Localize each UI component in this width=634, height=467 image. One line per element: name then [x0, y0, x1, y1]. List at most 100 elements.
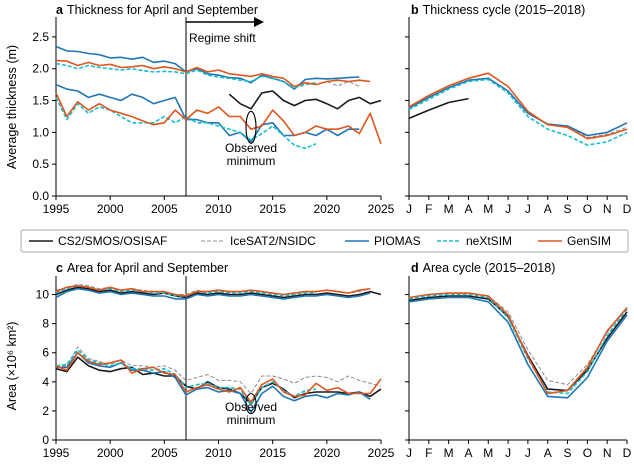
panel-d-series-piomas: [408, 296, 628, 399]
panel-b-series-cs2: [408, 97, 469, 120]
panel-c-series-icesat-september: [55, 346, 382, 394]
panel-d-month-label: A: [464, 446, 472, 460]
panel-c-xtick-label: 1995: [43, 446, 70, 460]
panel-a-series-gensim-september: [55, 92, 382, 145]
panel-a-xtick-label: 1995: [43, 202, 70, 216]
panel-b-month-label: S: [564, 202, 572, 216]
panel-a-xtick-label: 2025: [368, 202, 395, 216]
legend-label-cs2: CS2/SMOS/OSISAF: [58, 234, 167, 248]
panel-a-ylabel: Average thickness (m): [5, 45, 19, 169]
panel-c-ytick-label: 8: [42, 317, 49, 331]
panel-c-xtick-label: 2015: [259, 446, 286, 460]
panel-a-series-cs2-april: [228, 90, 382, 110]
panel-b-month-label: J: [505, 202, 511, 216]
panel-b-month-label: J: [525, 202, 531, 216]
panel-d-title: d Area cycle (2015–2018): [411, 261, 555, 275]
panel-a-ytick-label: 2.5: [32, 30, 49, 44]
panel-d-series-gensim: [408, 292, 628, 395]
panel-c-observed-label-line1: Observed: [225, 400, 277, 414]
panel-c-series-piomas-september: [56, 351, 371, 414]
panel-b-month-label: O: [583, 202, 592, 216]
panel-a-observed-minimum-ellipse: [245, 110, 257, 144]
regime-shift-arrow-head: [254, 17, 264, 27]
panel-a-ytick-label: 0.5: [32, 157, 49, 171]
panel-d-month-label: D: [623, 446, 632, 460]
legend: CS2/SMOS/OSISAF IceSAT2/NSIDC PIOMAS neXtSI…: [20, 229, 629, 253]
panel-b-series-piomas: [408, 77, 628, 137]
panel-c-series-gensim-april: [55, 284, 371, 297]
panel-a-series-piomas-september: [55, 83, 360, 143]
panel-c-letter: c: [56, 261, 63, 275]
panel-d-month-label: J: [505, 446, 511, 460]
panel-d-month-label: N: [603, 446, 612, 460]
panel-c-xtick-label: 2000: [97, 446, 124, 460]
panel-d-series-icesat: [408, 292, 628, 386]
panel-a-ytick-label: 1.0: [32, 125, 49, 139]
panel-a-observed-label-line1: Observed: [225, 141, 277, 155]
panel-b-month-label: A: [544, 202, 552, 216]
panel-c-ytick-label: 10: [36, 288, 50, 302]
panel-d-month-label: S: [564, 446, 572, 460]
panel-b-series-nextsim: [408, 78, 628, 146]
panel-a-xtick-label: 2020: [313, 202, 340, 216]
panel-b-month-label: A: [464, 202, 472, 216]
panel-a-observed-label-line2: minimum: [227, 154, 276, 168]
panel-b-month-label: D: [623, 202, 632, 216]
panel-c-series-piomas-april: [55, 287, 371, 300]
panel-a-ytick-label: 1.5: [32, 94, 49, 108]
panel-d-letter: d: [411, 261, 419, 275]
panel-a-title-text: Thickness for April and September: [67, 3, 258, 17]
panel-b-series-icesat: [408, 77, 628, 138]
panel-c-series-gensim-september: [55, 351, 382, 404]
panel-a-letter: a: [56, 3, 64, 17]
panel-c-title-text: Area for April and September: [67, 261, 228, 275]
panel-c-ytick-label: 2: [42, 404, 49, 418]
panel-c-ylabel: Area (×10⁶ km²): [5, 322, 19, 411]
panel-b-month-label: M: [483, 202, 493, 216]
panel-c-series-nextsim-september: [55, 348, 317, 406]
panel-c-xtick-label: 2025: [368, 446, 395, 460]
panel-a-thickness-april-september: 0.0 0.5 1.0 1.5 2.0 2.5 1995 2000 2005 2010 2015 20…: [32, 17, 395, 216]
legend-label-gensim: GenSIM: [567, 234, 611, 248]
panel-c-observed-label-line2: minimum: [227, 413, 276, 427]
panel-d-month-label: J: [406, 446, 412, 460]
panel-a-title: a Thickness for April and September: [56, 3, 258, 17]
panel-a-series-nextsim-april: [55, 62, 317, 89]
panel-d-month-label: M: [444, 446, 454, 460]
panel-c-area-april-september: 0 2 4 6 8 10 1995 2000 2005 2010 2015 2020 2025 Obser…: [36, 276, 395, 460]
regime-shift-label: Regime shift: [189, 31, 256, 45]
legend-label-piomas: PIOMAS: [374, 234, 421, 248]
panel-d-month-label: M: [483, 446, 493, 460]
panel-d-title-text: Area cycle (2015–2018): [423, 261, 556, 275]
panel-d-month-label: O: [583, 446, 592, 460]
panel-c-title: c Area for April and September: [56, 261, 228, 275]
panel-b-month-label: F: [425, 202, 432, 216]
legend-label-icesat: IceSAT2/NSIDC: [230, 234, 316, 248]
panel-d-month-label: F: [425, 446, 432, 460]
panel-a-series-gensim-april: [55, 59, 371, 88]
panel-c-xtick-label: 2005: [151, 446, 178, 460]
panel-c-xtick-label: 2010: [205, 446, 232, 460]
panel-a-series-piomas-april: [55, 45, 360, 90]
panel-b-month-label: M: [444, 202, 454, 216]
panel-b-series-gensim: [408, 72, 628, 140]
panel-c-ytick-label: 6: [42, 346, 49, 360]
panel-a-xtick-label: 2010: [205, 202, 232, 216]
panel-d-month-label: A: [544, 446, 552, 460]
panel-a-xtick-label: 2000: [97, 202, 124, 216]
panel-c-ytick-label: 0: [42, 433, 49, 447]
panel-d-month-label: J: [525, 446, 531, 460]
panel-a-ytick-label: 0.0: [32, 189, 49, 203]
panel-b-title-text: Thickness cycle (2015–2018): [423, 3, 586, 17]
panel-b-letter: b: [411, 3, 419, 17]
panel-b-month-label: N: [603, 202, 612, 216]
legend-frame: [20, 229, 629, 253]
panel-c-ytick-label: 4: [42, 375, 49, 389]
panel-a-xtick-label: 2005: [151, 202, 178, 216]
panel-b-title: b Thickness cycle (2015–2018): [411, 3, 585, 17]
panel-c-observed-minimum-ellipse: [245, 393, 257, 415]
legend-label-nextsim: neXtSIM: [466, 234, 512, 248]
